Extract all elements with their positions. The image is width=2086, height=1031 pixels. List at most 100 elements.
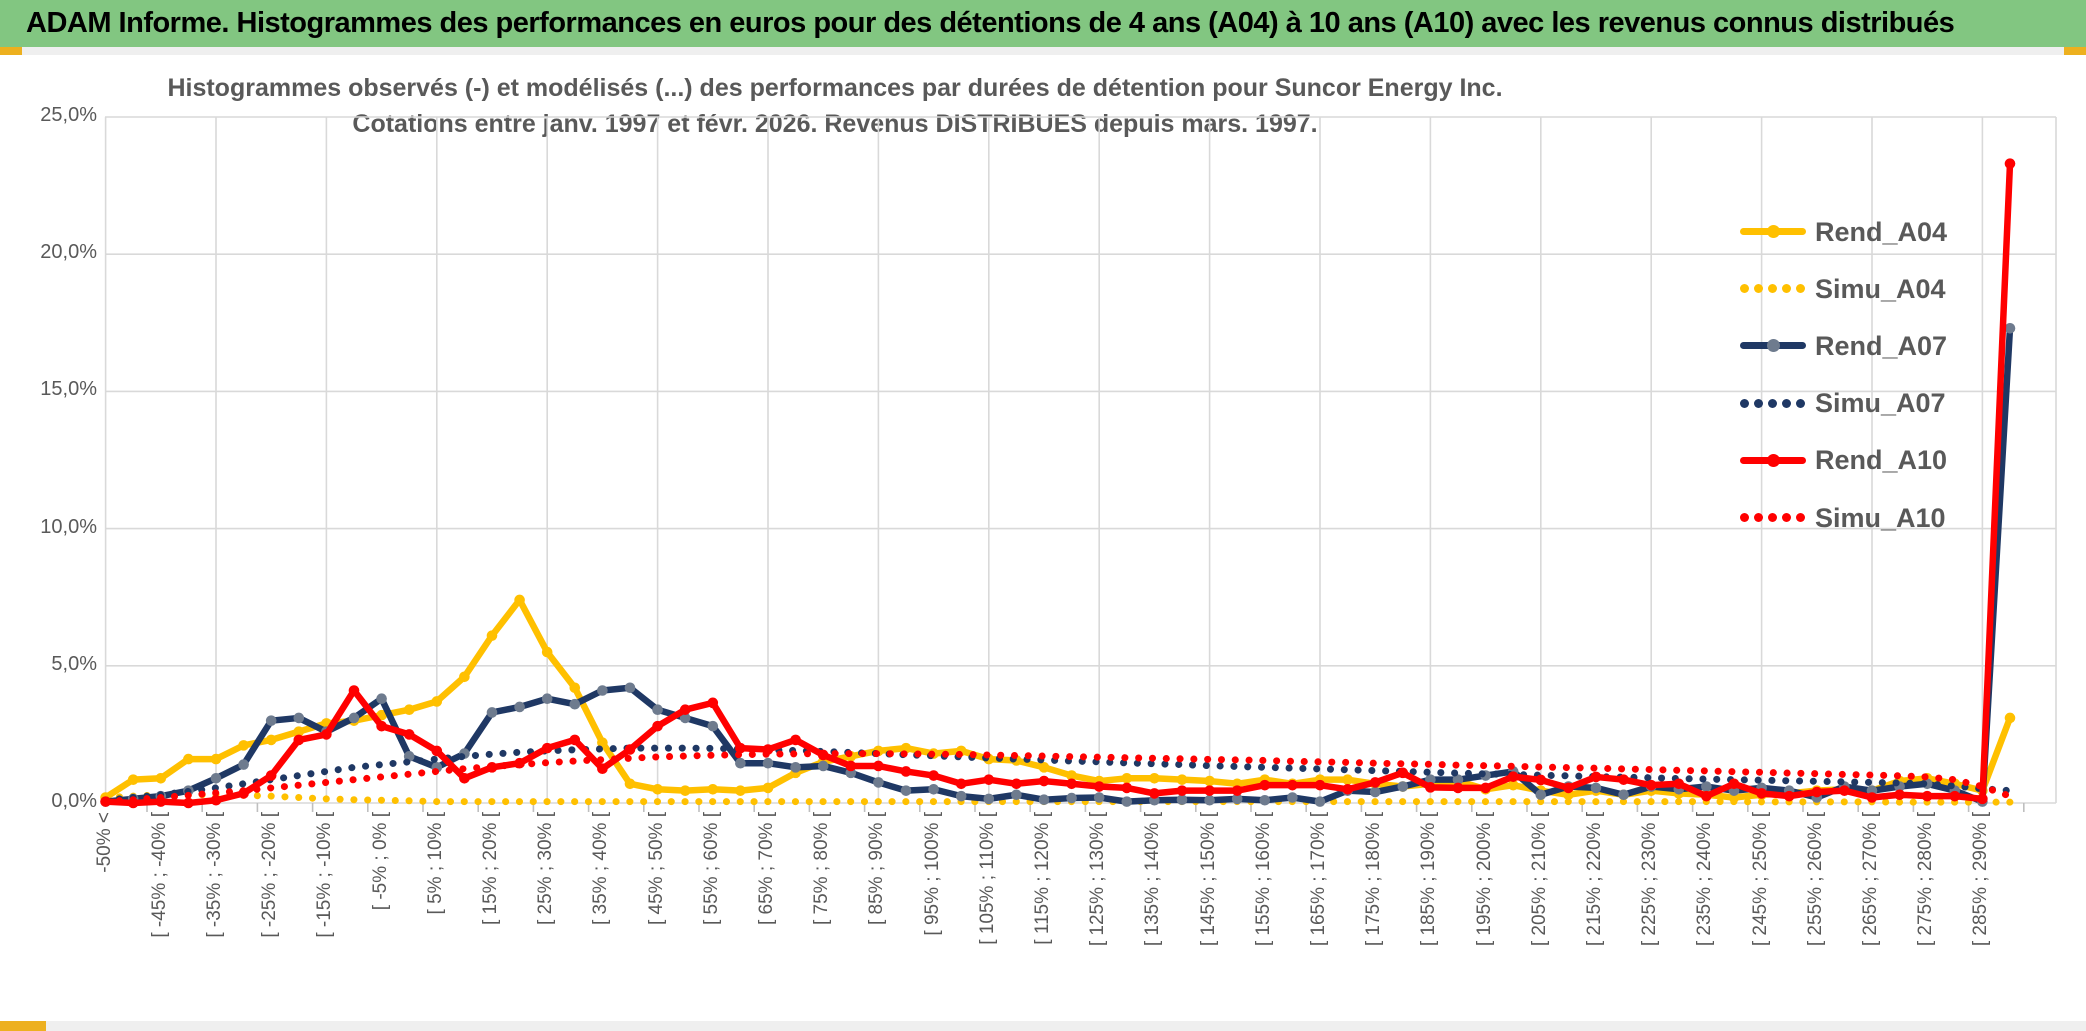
series-marker-Rend_A07 [1618,789,1629,801]
x-axis-tick-label: [ -25% ; -20% [ [259,812,281,938]
series-marker-Rend_A04 [762,782,774,794]
legend-label: Rend_A10 [1815,445,1948,476]
series-marker-Rend_A04 [127,774,139,785]
accent-square-bottom-left [0,1021,46,1031]
series-marker-Rend_A04 [210,753,222,765]
series-marker-Rend_A07 [983,793,995,805]
series-marker-Rend_A04 [486,630,498,641]
series-marker-Rend_A04 [1507,779,1519,791]
series-marker-Rend_A07 [1452,774,1464,785]
x-axis-tick-label: [ 185% ; 190% [ [1418,812,1440,947]
series-marker-Rend_A10 [1397,767,1409,779]
series-line-Simu_A07 [102,744,2014,804]
series-marker-Rend_A10 [1645,779,1657,791]
series-marker-Rend_A10 [1811,786,1823,798]
series-marker-Rend_A07 [1590,782,1602,794]
series-marker-Rend_A04 [1149,773,1160,784]
series-marker-Rend_A07 [210,773,222,784]
series-marker-Rend_A10 [1728,778,1740,790]
series-marker-Rend_A04 [624,778,636,790]
x-axis-tick-label: [ 175% ; 180% [ [1363,812,1385,947]
series-marker-Rend_A10 [1121,782,1133,794]
series-marker-Rend_A10 [1921,790,1933,802]
series-marker-Rend_A07 [873,777,884,788]
series-marker-Rend_A10 [183,797,194,809]
series-marker-Rend_A10 [597,763,608,774]
x-axis-tick-label: [ 115% ; 120% [ [1032,812,1053,945]
series-marker-Rend_A07 [1066,792,1077,804]
series-marker-Rend_A10 [1342,783,1353,795]
series-marker-Rend_A10 [790,734,801,746]
series-marker-Rend_A10 [1701,790,1712,802]
series-marker-Rend_A10 [679,704,691,716]
x-axis-tick-label: [ 275% ; 280% [ [1915,812,1937,947]
y-axis-tick-label: 10,0% [40,515,97,538]
series-marker-Rend_A10 [210,794,222,806]
legend-dotted-line-icon [1740,387,1806,421]
series-marker-Rend_A10 [569,734,581,746]
x-axis-tick-label: [ 145% ; 150% [ [1197,812,1219,947]
series-marker-Rend_A07 [1369,786,1381,798]
x-axis-tick-label: [ 285% ; 290% [ [1970,812,1992,947]
series-marker-Rend_A04 [1038,762,1050,773]
legend-label: Rend_A07 [1815,330,1948,361]
series-marker-Rend_A10 [983,774,995,785]
x-axis-tick-label: [ 205% ; 210% [ [1528,812,1550,947]
footer-divider [0,1021,2086,1031]
series-marker-Rend_A10 [1866,792,1878,803]
series-marker-Rend_A10 [1176,785,1188,796]
series-marker-Rend_A10 [1369,777,1381,788]
series-marker-Rend_A10 [1480,782,1491,794]
chart-title-line1: Histogrammes observés (-) et modélisés (… [167,74,1503,102]
series-marker-Rend_A10 [845,760,857,772]
x-axis-tick-label: [ 55% ; 60% [ [700,812,722,926]
legend-item-Simu_A10: Simu_A10 [1740,501,1946,535]
legend-solid-line-icon [1740,329,1806,363]
y-axis-tick-label: 20,0% [40,241,97,264]
series-marker-Rend_A04 [1204,775,1215,787]
series-marker-Rend_A10 [1204,785,1215,796]
series-marker-Rend_A04 [293,726,305,737]
series-marker-Rend_A10 [1590,771,1602,783]
x-axis-tick-label: [ 235% ; 240% [ [1694,812,1716,947]
x-axis-tick-label: [ 25% ; 30% [ [535,812,557,926]
series-marker-Rend_A10 [541,742,553,754]
x-axis-tick-label: [ 85% ; 90% [ [866,812,888,926]
series-marker-Rend_A07 [1701,781,1712,792]
series-marker-Rend_A07 [735,757,746,769]
x-axis-tick-label: [ 135% ; 140% [ [1142,812,1164,947]
series-marker-Rend_A04 [597,737,608,748]
series-marker-Rend_A10 [624,744,636,755]
series-marker-Rend_A04 [679,785,691,796]
series-marker-Rend_A10 [1783,790,1795,802]
legend-item-Rend_A07: Rend_A07 [1740,329,1947,363]
series-marker-Rend_A07 [376,693,387,705]
series-marker-Rend_A10 [1452,782,1464,794]
x-axis-tick-label: [ 35% ; 40% [ [590,812,612,926]
x-axis-tick-label: [ 65% ; 70% [ [756,812,777,926]
chart-title-line2: Cotations entre janv. 1997 et févr. 2026… [352,110,1318,138]
x-axis-tick-label: [ 125% ; 130% [ [1087,812,1109,947]
series-marker-Rend_A07 [348,712,360,724]
series-marker-Rend_A04 [735,785,746,796]
legend-item-Rend_A04: Rend_A04 [1740,215,1947,249]
series-marker-Rend_A07 [293,712,305,724]
series-marker-Rend_A10 [1038,775,1050,787]
x-axis-tick-label: [ -35% ; -30% [ [204,812,225,938]
header-divider [0,47,2086,55]
series-marker-Rend_A07 [652,704,663,716]
x-axis-tick-label: [ 105% ; 110% [ [976,812,998,945]
x-axis-tick-label: [ 95% ; 100% [ [921,812,943,936]
x-axis-tick-label: [ 75% ; 80% [ [811,812,833,926]
series-marker-Rend_A10 [735,742,746,754]
series-marker-Rend_A04 [238,740,249,751]
series-marker-Rend_A07 [707,720,719,732]
series-marker-Rend_A07 [955,790,967,802]
series-marker-Rend_A10 [1425,782,1436,793]
x-axis-tick-label: [ -5% ; 0% [ [369,812,391,911]
series-marker-Rend_A10 [1066,778,1077,790]
series-marker-Rend_A10 [321,729,332,740]
series-marker-Rend_A04 [569,682,581,694]
